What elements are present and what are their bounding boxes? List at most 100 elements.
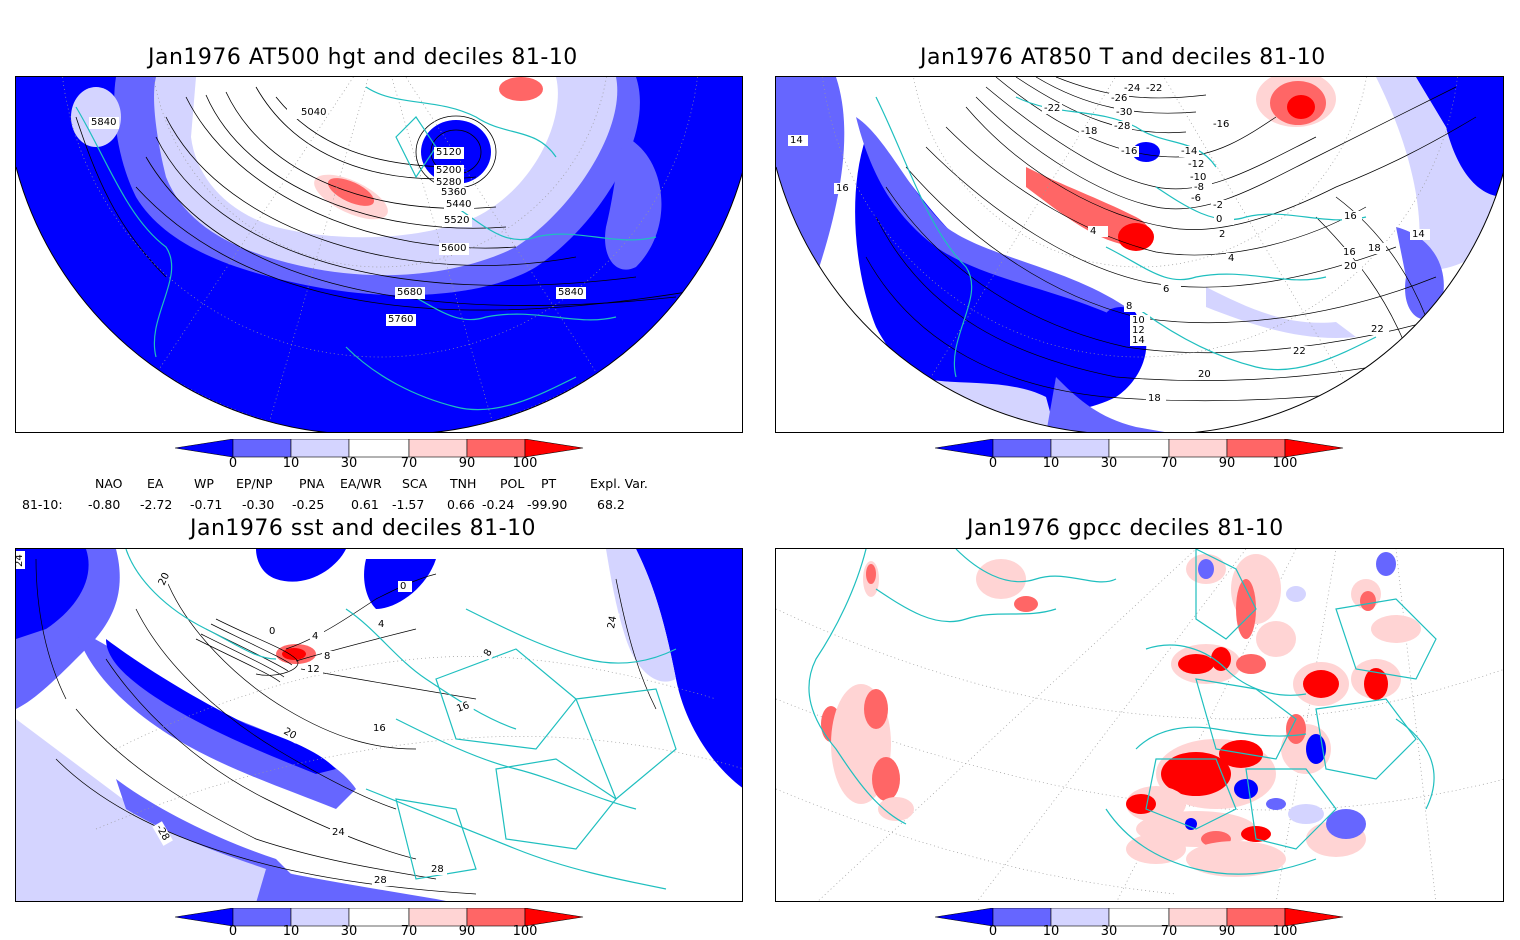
colorbar-tick: 100 bbox=[512, 456, 538, 471]
contour-label: 14 bbox=[1132, 335, 1145, 346]
contour-label: 5840 bbox=[558, 287, 583, 298]
contour-label: -12 bbox=[1188, 159, 1204, 170]
colorbar-tick: 0 bbox=[228, 456, 238, 471]
index-name: EA bbox=[147, 476, 164, 491]
panel3-map-sst: 24 20 0 4 8 12 16 20 24 28 -28 16 8 4 0 … bbox=[15, 548, 743, 902]
contour-label: 5280 bbox=[436, 177, 461, 188]
index-value: -0.71 bbox=[190, 497, 223, 512]
colorbar-tick: 100 bbox=[1272, 924, 1298, 939]
contour-label: 5040 bbox=[301, 107, 326, 118]
colorbar-tick: 30 bbox=[1100, 456, 1118, 471]
colorbar-tick: 30 bbox=[1100, 924, 1118, 939]
colorbar-tick: 10 bbox=[282, 456, 300, 471]
colorbar-panel3: 0 10 30 70 90 100 bbox=[174, 907, 585, 940]
contour-label: 24 bbox=[606, 615, 619, 629]
contour-label: 5840 bbox=[91, 117, 116, 128]
index-name: Expl. Var. bbox=[590, 476, 648, 491]
colorbar-tick: 10 bbox=[1042, 924, 1060, 939]
contour-label: 8 bbox=[1126, 301, 1132, 312]
panel2-title: Jan1976 AT850 T and deciles 81-10 bbox=[920, 45, 1326, 70]
contour-label: 2 bbox=[1219, 229, 1225, 240]
index-name: EA/WR bbox=[340, 476, 382, 491]
contour-label: -24 bbox=[1124, 83, 1140, 94]
index-value: -2.72 bbox=[140, 497, 173, 512]
index-value: 0.66 bbox=[447, 497, 475, 512]
colorbar-tick: 0 bbox=[988, 456, 998, 471]
contour-label: 18 bbox=[1148, 393, 1161, 404]
contour-label: 10 bbox=[1132, 315, 1145, 326]
contour-label: -18 bbox=[1081, 126, 1097, 137]
contour-label: 20 bbox=[157, 571, 172, 587]
contour-label: -14 bbox=[1181, 146, 1197, 157]
contour-label: 5520 bbox=[444, 215, 469, 226]
index-name: PNA bbox=[299, 476, 325, 491]
panel4-title: Jan1976 gpcc deciles 81-10 bbox=[967, 516, 1284, 541]
contour-label: -10 bbox=[1190, 172, 1206, 183]
index-name: WP bbox=[194, 476, 214, 491]
colorbar-panel2: 0 10 30 70 90 100 bbox=[934, 438, 1345, 475]
contour-label: 20 bbox=[1344, 261, 1357, 272]
contour-label: 22 bbox=[1371, 324, 1384, 335]
panel2-map-t850: -24 -22 -26 -30 -28 -18 -16 -16 -14 -12 … bbox=[775, 76, 1504, 433]
contour-label: 24 bbox=[332, 827, 345, 838]
contour-label: 4 bbox=[378, 619, 384, 630]
contour-label: 16 bbox=[836, 183, 849, 194]
contour-label: 8 bbox=[482, 647, 495, 658]
colorbar-tick: 100 bbox=[1272, 456, 1298, 471]
panel1-title: Jan1976 AT500 hgt and deciles 81-10 bbox=[148, 45, 578, 70]
index-name: POL bbox=[500, 476, 525, 491]
colorbar-tick: 70 bbox=[400, 924, 418, 939]
contour-label: 16 bbox=[1344, 211, 1357, 222]
contour-label: 4 bbox=[1228, 253, 1234, 264]
index-value: -0.24 bbox=[482, 497, 515, 512]
colorbar-tick: 90 bbox=[458, 924, 476, 939]
index-value: -0.25 bbox=[292, 497, 325, 512]
index-value: -1.57 bbox=[392, 497, 425, 512]
colorbar-tick: 70 bbox=[1160, 456, 1178, 471]
contour-label: 6 bbox=[1163, 284, 1169, 295]
index-name: NAO bbox=[95, 476, 123, 491]
contour-label: 12 bbox=[307, 664, 320, 675]
contour-label: -16 bbox=[1121, 146, 1137, 157]
contour-label: 8 bbox=[324, 651, 330, 662]
index-value: -99.90 bbox=[527, 497, 568, 512]
index-value: -0.30 bbox=[242, 497, 275, 512]
contour-label: 5360 bbox=[441, 187, 466, 198]
contour-label: 28 bbox=[374, 875, 387, 886]
colorbar-tick: 10 bbox=[1042, 456, 1060, 471]
index-value: -0.80 bbox=[88, 497, 121, 512]
index-name: SCA bbox=[402, 476, 428, 491]
contour-label: 5440 bbox=[446, 199, 471, 210]
contour-label: 20 bbox=[1198, 369, 1211, 380]
contour-label: 5680 bbox=[397, 287, 422, 298]
contour-label: -22 bbox=[1044, 103, 1060, 114]
contour-label: 28 bbox=[431, 864, 444, 875]
index-name: TNH bbox=[450, 476, 477, 491]
contour-label: 16 bbox=[455, 700, 471, 715]
contour-label: 16 bbox=[373, 723, 386, 734]
panel4-map-gpcc bbox=[775, 548, 1504, 902]
contour-label: 12 bbox=[1132, 325, 1145, 336]
index-name: PT bbox=[541, 476, 557, 491]
contour-label: 0 bbox=[269, 626, 275, 637]
colorbar-tick: 70 bbox=[400, 456, 418, 471]
index-name: EP/NP bbox=[236, 476, 273, 491]
contour-label: 5120 bbox=[436, 147, 461, 158]
panel1-map-hgt500: 5040 5120 5200 5280 5360 5440 5520 5600 … bbox=[15, 76, 743, 433]
colorbar-tick: 10 bbox=[282, 924, 300, 939]
colorbar-tick: 70 bbox=[1160, 924, 1178, 939]
colorbar-tick: 90 bbox=[1218, 924, 1236, 939]
index-value: 68.2 bbox=[597, 497, 625, 512]
contour-label: -28 bbox=[1114, 121, 1130, 132]
contour-label: -8 bbox=[1194, 182, 1204, 193]
contour-label: -26 bbox=[1111, 93, 1127, 104]
contour-label: 14 bbox=[1412, 229, 1425, 240]
contour-label: 5600 bbox=[441, 243, 466, 254]
contour-label: 5760 bbox=[388, 314, 413, 325]
contour-label: 4 bbox=[1090, 226, 1096, 237]
colorbar-tick: 100 bbox=[512, 924, 538, 939]
contour-label: 16 bbox=[1343, 247, 1356, 258]
contour-label: 22 bbox=[1293, 346, 1306, 357]
contour-label: 5200 bbox=[436, 165, 461, 176]
colorbar-tick: 0 bbox=[228, 924, 238, 939]
